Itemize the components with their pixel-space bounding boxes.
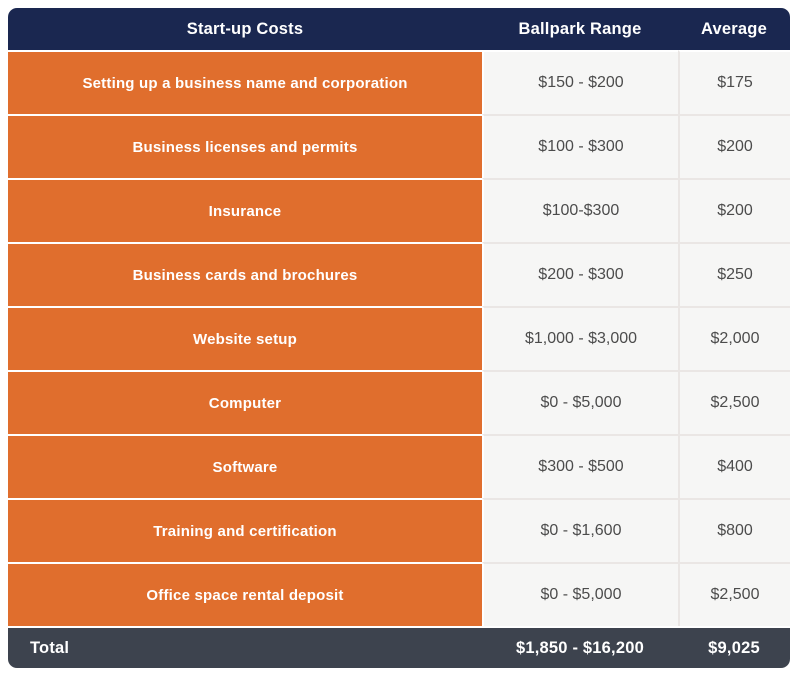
table-body: Setting up a business name and corporati… [8, 50, 790, 626]
row-label-cell: Office space rental deposit [8, 562, 482, 626]
row-range-cell: $300 - $500 [482, 434, 678, 498]
total-row: Total $1,850 - $16,200 $9,025 [8, 626, 790, 668]
row-range-cell: $150 - $200 [482, 50, 678, 114]
row-label-cell: Business cards and brochures [8, 242, 482, 306]
row-average-cell: $200 [678, 114, 790, 178]
row-range-cell: $1,000 - $3,000 [482, 306, 678, 370]
table-row: Business cards and brochures $200 - $300 $… [8, 242, 790, 306]
header-row: Start-up Costs Ballpark Range Average [8, 8, 790, 50]
row-range-cell: $100-$300 [482, 178, 678, 242]
row-average-cell: $175 [678, 50, 790, 114]
startup-costs-table: Start-up Costs Ballpark Range Average Se… [8, 8, 790, 668]
row-average-cell: $2,000 [678, 306, 790, 370]
row-average-cell: $2,500 [678, 370, 790, 434]
column-header-startup-costs: Start-up Costs [8, 8, 482, 50]
startup-costs-table-container: Start-up Costs Ballpark Range Average Se… [8, 8, 790, 668]
row-range-cell: $0 - $5,000 [482, 562, 678, 626]
row-range-cell: $100 - $300 [482, 114, 678, 178]
total-range-value: $1,850 - $16,200 [482, 626, 678, 668]
total-average-value: $9,025 [678, 626, 790, 668]
row-average-cell: $200 [678, 178, 790, 242]
table-row: Software $300 - $500 $400 [8, 434, 790, 498]
table-row: Website setup $1,000 - $3,000 $2,000 [8, 306, 790, 370]
row-label-cell: Insurance [8, 178, 482, 242]
table-row: Training and certification $0 - $1,600 $80… [8, 498, 790, 562]
table-row: Computer $0 - $5,000 $2,500 [8, 370, 790, 434]
column-header-ballpark-range: Ballpark Range [482, 8, 678, 50]
row-average-cell: $800 [678, 498, 790, 562]
row-range-cell: $0 - $5,000 [482, 370, 678, 434]
column-header-average: Average [678, 8, 790, 50]
row-average-cell: $2,500 [678, 562, 790, 626]
table-header: Start-up Costs Ballpark Range Average [8, 8, 790, 50]
table-footer: Total $1,850 - $16,200 $9,025 [8, 626, 790, 668]
row-label-cell: Business licenses and permits [8, 114, 482, 178]
row-average-cell: $250 [678, 242, 790, 306]
row-label-cell: Software [8, 434, 482, 498]
row-range-cell: $200 - $300 [482, 242, 678, 306]
row-range-cell: $0 - $1,600 [482, 498, 678, 562]
table-row: Business licenses and permits $100 - $300… [8, 114, 790, 178]
table-row: Insurance $100-$300 $200 [8, 178, 790, 242]
row-label-cell: Website setup [8, 306, 482, 370]
row-label-cell: Computer [8, 370, 482, 434]
row-label-cell: Setting up a business name and corporati… [8, 50, 482, 114]
table-row: Office space rental deposit $0 - $5,000 $2… [8, 562, 790, 626]
row-average-cell: $400 [678, 434, 790, 498]
total-label: Total [8, 626, 482, 668]
row-label-cell: Training and certification [8, 498, 482, 562]
table-row: Setting up a business name and corporati… [8, 50, 790, 114]
